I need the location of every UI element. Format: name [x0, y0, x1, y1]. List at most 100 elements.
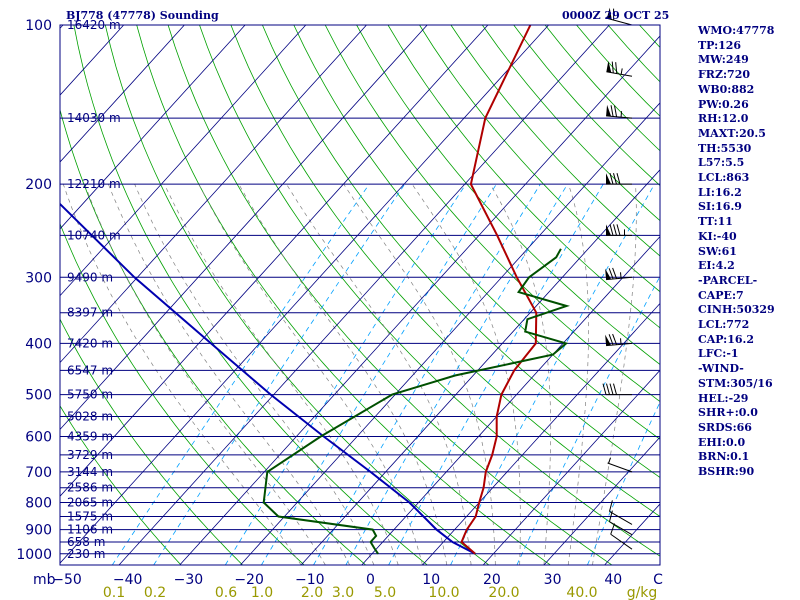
station-title: BJ778 (47778) Sounding — [66, 9, 219, 22]
temp-tick-label: 0 — [366, 572, 375, 588]
index-item: -WIND- — [698, 362, 744, 376]
temp-tick-label: 10 — [422, 572, 440, 588]
index-item: TH:5530 — [698, 141, 752, 155]
barb-half-flag — [620, 68, 623, 75]
wind-barb — [607, 457, 633, 473]
wind-barb — [608, 500, 633, 525]
barb-staff — [607, 462, 633, 473]
dry-adiabat — [167, 25, 613, 565]
height-label: 3144 m — [67, 465, 113, 479]
height-label: 8397 m — [67, 306, 113, 320]
index-item: BRN:0.1 — [698, 450, 750, 464]
index-item: MAXT:20.5 — [698, 126, 766, 140]
pressure-label: 800 — [25, 496, 52, 512]
pressure-label: 200 — [25, 177, 52, 193]
temp-tick-label: −20 — [234, 572, 264, 588]
dry-adiabat — [60, 222, 305, 565]
mixing-ratio-label: 0.6 — [215, 585, 237, 600]
index-item: LFC:-1 — [698, 347, 739, 361]
barb-flag — [613, 224, 617, 236]
index-item: LI:16.2 — [698, 185, 742, 199]
mixing-ratio-line — [516, 275, 660, 565]
barb-staff — [606, 115, 633, 119]
isotherm — [60, 25, 367, 364]
temp-tick-label: −50 — [52, 572, 82, 588]
wind-barb — [606, 104, 633, 119]
barb-flag — [609, 224, 614, 236]
barb-flag — [610, 105, 614, 117]
mixing-ratio-line — [224, 183, 467, 565]
height-label: 3729 m — [67, 448, 113, 462]
mixing-ratio-label: 2.0 — [301, 585, 323, 600]
barb-pennant — [606, 104, 612, 117]
index-item: FRZ:720 — [698, 68, 751, 82]
isotherm — [60, 25, 307, 297]
isotherm — [179, 35, 660, 565]
isotherm — [60, 25, 549, 564]
mixing-ratio-unit: g/kg — [627, 585, 658, 600]
pressure-label: 600 — [25, 429, 52, 445]
wind-barb — [606, 60, 633, 77]
height-label: 10740 m — [67, 228, 121, 242]
pressure-label: 400 — [25, 336, 52, 352]
wind-barb — [606, 173, 632, 185]
parcel-line — [60, 202, 476, 555]
barb-staff — [610, 533, 633, 550]
pressure-label: 500 — [25, 388, 52, 404]
pressure-label: 900 — [25, 523, 52, 539]
index-item: MW:249 — [698, 53, 749, 67]
index-item: RH:12.0 — [698, 112, 749, 126]
isotherm — [422, 302, 660, 565]
barb-flag — [611, 61, 614, 73]
height-label: 1106 m — [67, 523, 113, 537]
barb-flag — [610, 523, 616, 535]
barb-pennant — [606, 224, 611, 236]
barb-flag — [615, 62, 618, 74]
wind-barb — [605, 333, 633, 347]
barb-flag — [608, 268, 614, 280]
plot-frame — [59, 24, 661, 566]
isotherm — [60, 25, 185, 163]
index-item: LCL:863 — [698, 171, 750, 185]
mixing-ratio-line — [587, 401, 660, 565]
barb-pennant — [605, 268, 612, 280]
mixing-ratio-line — [153, 183, 406, 565]
index-item: KI:-40 — [698, 229, 737, 243]
height-label: 5028 m — [67, 410, 113, 424]
temp-tick-label: −30 — [174, 572, 204, 588]
isotherm — [300, 169, 660, 565]
sounding-profiles — [60, 25, 570, 555]
index-item: BSHR:90 — [698, 465, 755, 479]
height-label: 2065 m — [67, 496, 113, 510]
temp-axis-label: mb — [33, 572, 56, 588]
index-item: CINH:50329 — [698, 303, 775, 317]
index-item: CAPE:7 — [698, 288, 744, 302]
dry-adiabat — [450, 25, 660, 257]
index-item: SRDS:66 — [698, 420, 752, 434]
barb-flag — [612, 267, 618, 279]
dry-adiabat — [73, 25, 428, 565]
dry-adiabat — [387, 25, 660, 329]
height-label: 230 m — [67, 547, 105, 561]
index-item: CAP:16.2 — [698, 332, 755, 346]
barb-staff — [606, 276, 633, 281]
mixing-ratio-line — [388, 183, 604, 565]
dry-adiabat — [230, 25, 660, 517]
barb-flag — [613, 173, 617, 185]
dry-adiabat — [356, 25, 660, 365]
moist-adiabat — [62, 184, 302, 565]
temp-tick-label: 20 — [483, 572, 501, 588]
barb-flag — [608, 500, 613, 512]
barb-half-flag — [608, 457, 612, 464]
pressure-label: 300 — [25, 270, 52, 286]
barb-pennant — [606, 60, 612, 73]
dewpoint-line — [262, 248, 570, 555]
pressure-label: 100 — [25, 18, 52, 34]
temp-unit-label: C — [653, 572, 663, 588]
mixing-ratio-label: 40.0 — [566, 585, 597, 600]
index-item: -PARCEL- — [698, 273, 758, 287]
barb-flag — [612, 333, 618, 345]
isotherm — [0, 25, 2, 565]
barb-half-flag — [620, 111, 623, 118]
